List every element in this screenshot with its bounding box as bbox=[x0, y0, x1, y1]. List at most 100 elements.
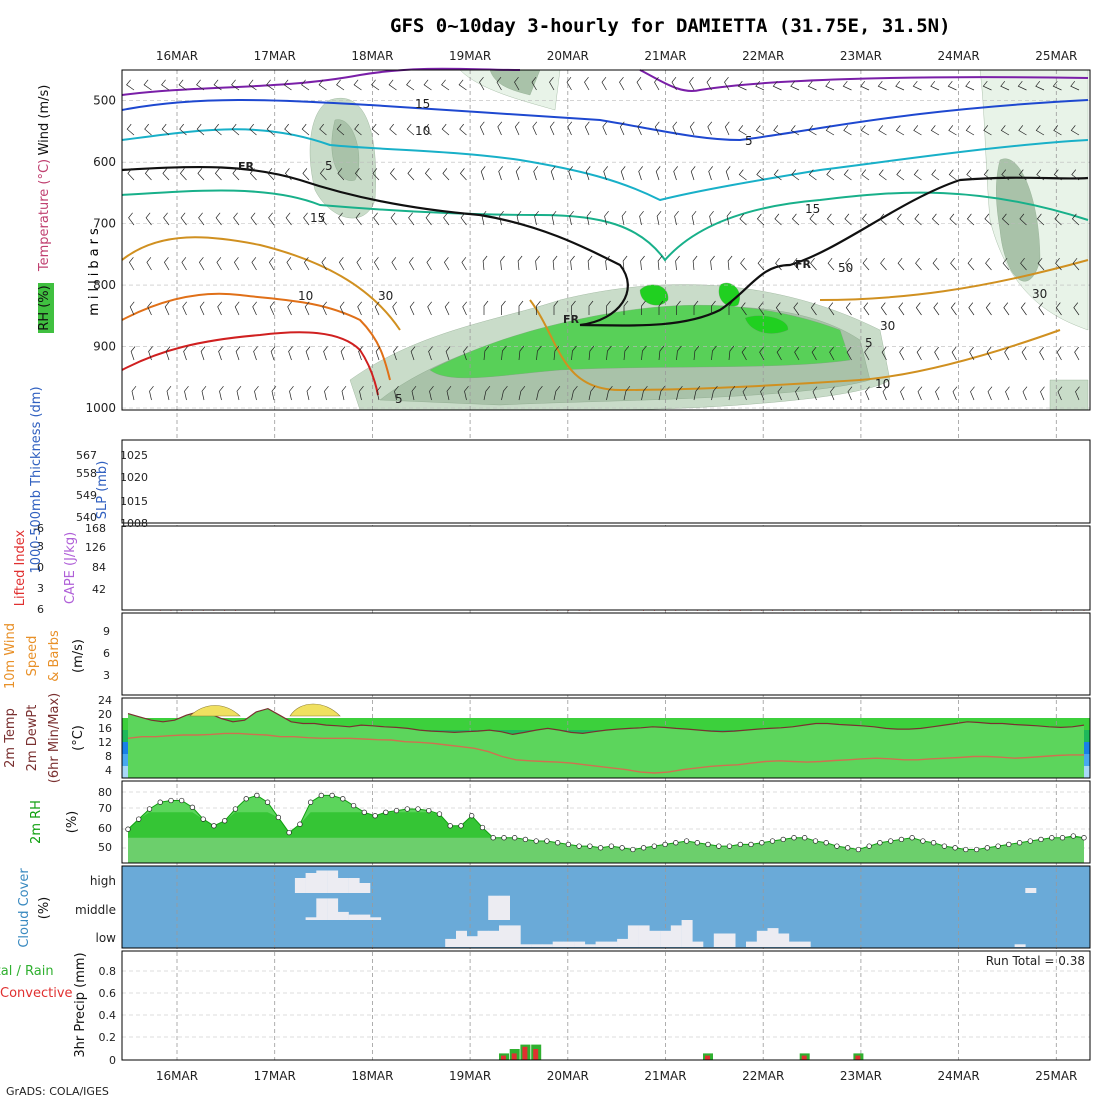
wind-barb bbox=[1000, 80, 1010, 91]
rh-shading bbox=[1049, 379, 1089, 411]
humidity-marker bbox=[683, 838, 690, 844]
wind-barb bbox=[534, 210, 539, 226]
wind-barb bbox=[198, 212, 205, 226]
wind-barb bbox=[676, 300, 681, 315]
humidity-marker bbox=[866, 843, 872, 849]
wind-barb bbox=[671, 76, 677, 91]
wind-barb bbox=[916, 346, 922, 361]
cloud-cover-bar bbox=[1014, 944, 1026, 947]
wind-barb bbox=[354, 123, 362, 136]
wind-barb bbox=[861, 213, 870, 226]
contour-label: 5 bbox=[395, 392, 403, 406]
wind-barb bbox=[1070, 125, 1080, 136]
wind-barb bbox=[1038, 302, 1045, 316]
contour-label: 30 bbox=[378, 289, 393, 303]
wind-barb bbox=[571, 385, 578, 401]
wind-barb bbox=[967, 257, 975, 271]
date-tick-top: 16MAR bbox=[156, 49, 198, 63]
wind-barb bbox=[516, 210, 522, 226]
wind-barb bbox=[728, 300, 734, 315]
wind-barb bbox=[424, 123, 432, 136]
precip-tick: 0 bbox=[109, 1054, 116, 1067]
wind-barb bbox=[619, 76, 625, 91]
wind-barb bbox=[755, 125, 765, 136]
wind-barb bbox=[585, 166, 591, 181]
date-tick-top: 20MAR bbox=[547, 49, 589, 63]
temperature-axis-label: Temperature (°C) bbox=[37, 159, 52, 272]
wind-barb bbox=[165, 346, 171, 361]
wind-barb bbox=[393, 346, 398, 361]
wind-barb bbox=[424, 168, 432, 181]
contour-label: 15 bbox=[310, 211, 325, 225]
wind-barb bbox=[533, 166, 538, 181]
wind-barb bbox=[289, 385, 294, 401]
wind-barb bbox=[601, 76, 607, 91]
wind-barb bbox=[501, 385, 508, 401]
wind-barb bbox=[128, 212, 135, 226]
date-tick-bottom: 23MAR bbox=[840, 1069, 882, 1083]
humidity-marker bbox=[845, 845, 851, 851]
wind-barb bbox=[738, 169, 747, 181]
wind-barb bbox=[982, 80, 992, 91]
wind-barb bbox=[337, 168, 345, 181]
wind-barb bbox=[711, 300, 716, 315]
wind-barb bbox=[970, 386, 975, 401]
wind-barb bbox=[623, 300, 629, 315]
cloud-cover-bar bbox=[445, 938, 457, 947]
temperature-contour bbox=[121, 331, 379, 396]
run-total: Run Total = 0.38 bbox=[986, 954, 1085, 968]
humidity-marker bbox=[930, 840, 937, 846]
humidity-marker bbox=[1081, 835, 1087, 841]
wind-barb bbox=[1001, 213, 1010, 226]
wind-barb bbox=[480, 166, 486, 181]
wind-barb bbox=[339, 301, 345, 316]
rh-shading bbox=[331, 119, 360, 181]
humidity-marker bbox=[426, 807, 432, 814]
rh-axis-label: RH (%) bbox=[37, 285, 52, 330]
cape-tick: 168 bbox=[85, 522, 106, 535]
surface-wind-tick: 9 bbox=[103, 625, 110, 638]
wind-barb bbox=[774, 213, 782, 226]
cloud-cover-bar bbox=[327, 898, 339, 920]
wind-barb bbox=[777, 386, 783, 401]
date-tick-top: 25MAR bbox=[1035, 49, 1077, 63]
cloud-cover-bar bbox=[617, 938, 629, 947]
wind-barb bbox=[200, 346, 206, 361]
wind-barb bbox=[356, 257, 362, 271]
wind-barb bbox=[623, 385, 631, 401]
cape-axis-label: CAPE (J/kg) bbox=[63, 532, 78, 604]
humidity-marker bbox=[264, 799, 271, 805]
wind-barb bbox=[319, 168, 327, 181]
wind-barb bbox=[127, 168, 135, 181]
wind-barb bbox=[126, 79, 135, 91]
contour-label: 5 bbox=[325, 159, 333, 173]
wind-barb bbox=[268, 212, 275, 226]
wind-barb bbox=[966, 213, 975, 226]
wind-barb bbox=[148, 346, 153, 361]
wind-barb bbox=[392, 301, 397, 316]
date-tick-top: 19MAR bbox=[449, 49, 491, 63]
wind-barb bbox=[588, 300, 594, 315]
date-tick-bottom: 21MAR bbox=[644, 1069, 686, 1083]
wind-barb bbox=[673, 166, 678, 181]
humidity-marker bbox=[973, 846, 980, 853]
wind-barb bbox=[900, 386, 905, 401]
wind-barb bbox=[570, 255, 575, 271]
wind-barb bbox=[514, 121, 520, 136]
surface-wind-axis-label: 10m Wind bbox=[3, 623, 18, 689]
surface-wind-unit: (m/s) bbox=[71, 639, 86, 673]
wind-barb bbox=[161, 123, 170, 136]
wind-barb bbox=[266, 123, 275, 136]
wind-barb bbox=[898, 302, 905, 316]
wind-barb bbox=[985, 257, 992, 271]
humidity-marker bbox=[995, 843, 1001, 849]
humidity-marker bbox=[404, 806, 410, 812]
wind-barb bbox=[606, 300, 611, 315]
max-temp-highlight bbox=[189, 703, 341, 717]
wind-barb bbox=[772, 80, 782, 91]
humidity-marker bbox=[1038, 836, 1044, 843]
humidity-tick: 70 bbox=[98, 802, 112, 815]
cloud-cover-bar bbox=[574, 941, 586, 947]
wind-barb bbox=[776, 346, 782, 361]
wind-barb bbox=[464, 385, 469, 401]
